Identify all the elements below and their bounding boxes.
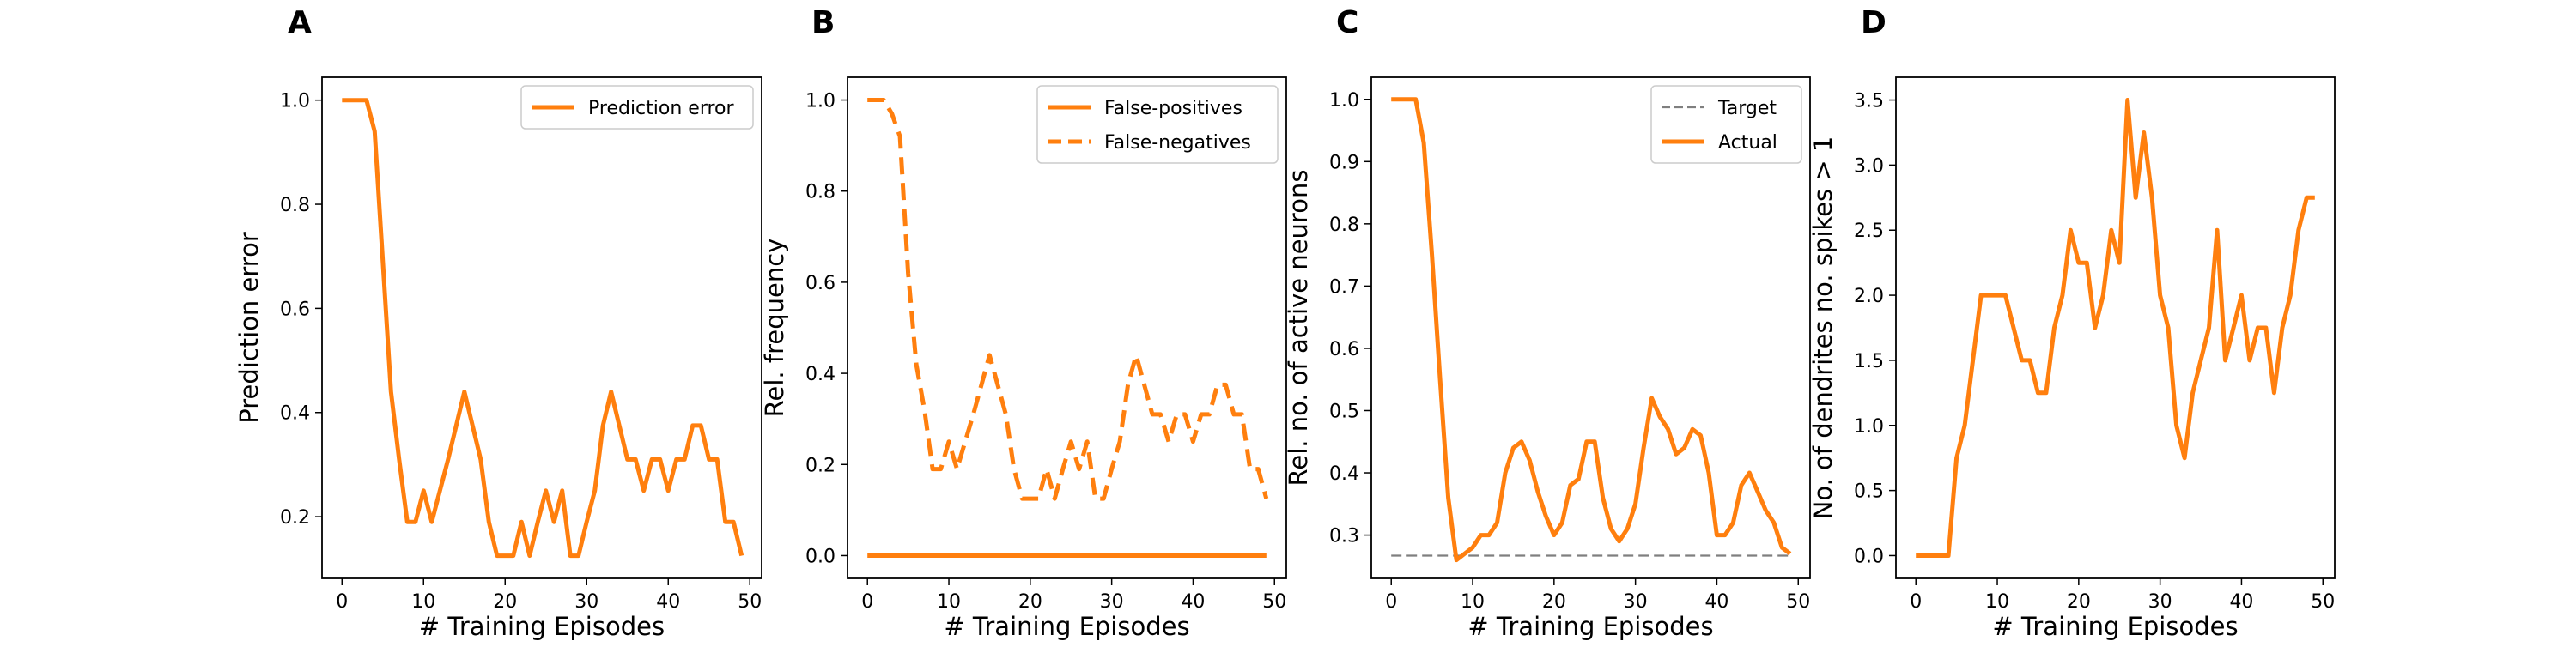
- y-axis-label: No. of dendrites no. spikes > 1: [1808, 136, 1838, 520]
- y-tick-label: 1.0: [280, 91, 310, 112]
- y-axis-label: Rel. no. of active neurons: [1284, 170, 1313, 487]
- x-tick-label: 30: [1100, 591, 1124, 613]
- x-axis-label: # Training Episodes: [944, 612, 1189, 641]
- x-tick-label: 10: [1461, 591, 1485, 613]
- y-tick-label: 2.5: [1854, 221, 1884, 242]
- x-tick-label: 10: [937, 591, 961, 613]
- x-axis-label: # Training Episodes: [1467, 612, 1713, 641]
- y-tick-label: 0.6: [805, 273, 835, 294]
- x-tick-label: 10: [411, 591, 435, 613]
- panel-label: D: [1861, 5, 1886, 40]
- axes-frame: [1370, 76, 1811, 579]
- y-tick-label: 2.0: [1854, 286, 1884, 307]
- x-axis-label: # Training Episodes: [419, 612, 665, 641]
- panel-a: A 0 10 20 30 40 50 0.2 0.4 0.6 0.8 1.0 # Training Ep…: [234, 5, 762, 641]
- x-axis-label: # Training Episodes: [1992, 612, 2238, 641]
- x-tick-label: 40: [2229, 591, 2253, 613]
- y-tick-label: 0.0: [805, 546, 835, 567]
- x-tick-label: 50: [1262, 591, 1286, 613]
- axes-frame: [847, 76, 1287, 579]
- x-tick-label: 20: [2067, 591, 2091, 613]
- series-line-prediction-error: [342, 98, 744, 559]
- legend-label: Actual: [1718, 132, 1777, 154]
- x-tick-label: 0: [1385, 591, 1397, 613]
- x-tick-label: 50: [738, 591, 762, 613]
- x-tick-label: 0: [336, 591, 348, 613]
- y-tick-label: 1.0: [1329, 90, 1359, 112]
- panel-d: D 0 10 20 30 40 50 0.0 0.5 1.0 1.5 2.0 2.5 3.0 3.5 # Tr…: [1808, 5, 2336, 641]
- x-tick-label: 20: [1018, 591, 1042, 613]
- y-tick-label: 0.8: [280, 195, 310, 216]
- y-tick-label: 0.9: [1329, 152, 1359, 173]
- panel-c: C 0 10 20 30 40 50 0.3 0.4 0.5 0.6 0.7 0.8 0.9 1.0 # Tr…: [1284, 5, 1811, 641]
- y-tick-label: 0.2: [805, 455, 835, 476]
- y-tick-label: 0.4: [280, 403, 310, 425]
- y-tick-label: 0.3: [1329, 526, 1359, 547]
- y-tick-label: 0.0: [1854, 546, 1884, 567]
- x-tick-label: 30: [1624, 591, 1648, 613]
- axes-frame: [1895, 76, 2336, 579]
- y-axis-label: Prediction error: [234, 232, 264, 424]
- y-tick-label: 0.8: [805, 182, 835, 203]
- x-tick-label: 0: [861, 591, 873, 613]
- panel-label: B: [811, 5, 835, 40]
- legend-box: [520, 85, 754, 130]
- panel-b: B 0 10 20 30 40 50 0.0 0.2 0.4 0.6 0.8 1.0 # Training…: [760, 5, 1287, 641]
- x-tick-label: 20: [1542, 591, 1566, 613]
- x-tick-label: 30: [2148, 591, 2172, 613]
- y-tick-label: 1.0: [805, 91, 835, 112]
- x-tick-label: 40: [656, 591, 680, 613]
- panel-label: A: [288, 5, 312, 40]
- y-tick-label: 1.5: [1854, 351, 1884, 372]
- legend-box: [1036, 85, 1279, 164]
- x-tick-label: 40: [1181, 591, 1205, 613]
- y-tick-label: 0.4: [805, 364, 835, 385]
- x-tick-label: 0: [1910, 591, 1922, 613]
- y-tick-label: 0.2: [280, 507, 310, 529]
- x-tick-label: 50: [2311, 591, 2335, 613]
- y-tick-label: 0.4: [1329, 463, 1359, 485]
- legend-label: Prediction error: [588, 98, 734, 119]
- series-line-actual: [1391, 97, 1792, 563]
- x-tick-label: 10: [1985, 591, 2009, 613]
- legend-label: False-positives: [1104, 98, 1242, 119]
- series-line-data: [1916, 98, 2315, 558]
- x-tick-label: 20: [493, 591, 517, 613]
- x-tick-label: 30: [574, 591, 598, 613]
- axes-frame: [321, 76, 762, 579]
- y-tick-label: 3.0: [1854, 155, 1884, 177]
- series-line-false-negatives: [867, 98, 1269, 501]
- x-tick-label: 40: [1704, 591, 1728, 613]
- legend-label: Target: [1717, 98, 1777, 119]
- y-tick-label: 0.7: [1329, 276, 1359, 298]
- y-tick-label: 0.5: [1854, 481, 1884, 503]
- y-tick-label: 0.8: [1329, 215, 1359, 236]
- x-tick-label: 50: [1786, 591, 1810, 613]
- y-tick-label: 0.5: [1329, 401, 1359, 422]
- y-tick-label: 0.6: [280, 299, 310, 320]
- y-tick-label: 0.6: [1329, 339, 1359, 360]
- y-tick-label: 1.0: [1854, 416, 1884, 438]
- panel-label: C: [1336, 5, 1358, 40]
- y-tick-label: 3.5: [1854, 91, 1884, 112]
- legend-label: False-negatives: [1104, 132, 1251, 154]
- y-axis-label: Rel. frequency: [760, 239, 789, 418]
